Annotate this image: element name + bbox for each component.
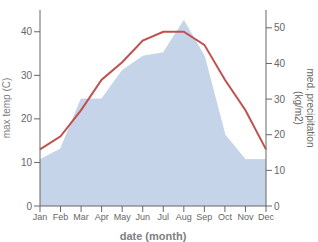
svg-text:30: 30	[274, 94, 286, 105]
svg-text:20: 20	[21, 113, 33, 124]
svg-text:10: 10	[21, 157, 33, 168]
svg-text:30: 30	[21, 70, 33, 81]
svg-text:Jul: Jul	[158, 212, 170, 222]
svg-text:Jun: Jun	[135, 212, 150, 222]
svg-text:date (month): date (month)	[120, 230, 187, 242]
svg-text:May: May	[114, 212, 132, 222]
svg-text:Feb: Feb	[53, 212, 69, 222]
svg-text:10: 10	[274, 165, 286, 176]
svg-text:Sep: Sep	[196, 212, 212, 222]
svg-text:Jan: Jan	[33, 212, 48, 222]
svg-text:50: 50	[274, 22, 286, 33]
svg-text:40: 40	[21, 26, 33, 37]
svg-text:med. precipitation(kg/m2): med. precipitation(kg/m2)	[293, 69, 310, 148]
svg-text:20: 20	[274, 129, 286, 140]
svg-text:Apr: Apr	[95, 212, 109, 222]
svg-text:max temp (C): max temp (C)	[8, 78, 12, 139]
svg-text:Oct: Oct	[218, 212, 233, 222]
svg-text:0: 0	[274, 201, 280, 212]
svg-text:40: 40	[274, 58, 286, 69]
svg-text:Nov: Nov	[237, 212, 254, 222]
svg-text:Mar: Mar	[73, 212, 89, 222]
svg-text:0: 0	[26, 201, 32, 212]
svg-text:Aug: Aug	[176, 212, 192, 222]
svg-text:Dec: Dec	[258, 212, 275, 222]
